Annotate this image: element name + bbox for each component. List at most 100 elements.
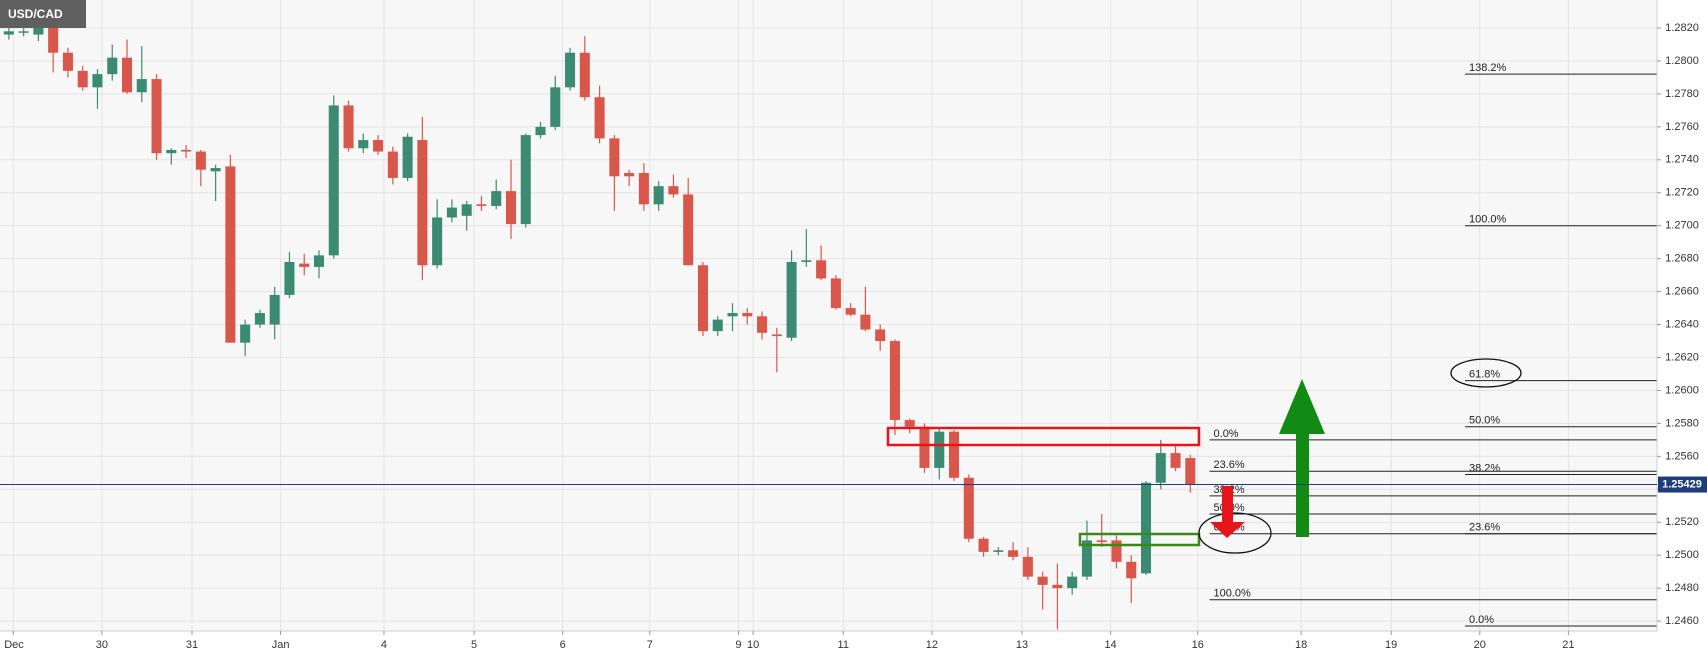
fibonacci-levels: 0.0% 23.6% 38.2% 50.0% 61.8% 100.0% 138.2% 100.… bbox=[1209, 62, 1657, 627]
up-arrow-shaft bbox=[1296, 434, 1309, 537]
candle-body bbox=[48, 19, 59, 53]
x-tick-label: 18 bbox=[1295, 639, 1307, 651]
candle-body bbox=[284, 261, 295, 295]
y-tick-label: 1.2600 bbox=[1665, 384, 1699, 396]
candle-body bbox=[579, 52, 590, 98]
annotations bbox=[886, 358, 1522, 554]
down-arrow-shaft bbox=[1222, 486, 1233, 522]
candle-body bbox=[934, 431, 945, 468]
candle-body bbox=[535, 126, 546, 136]
x-tick-label: 21 bbox=[1562, 639, 1574, 651]
candle-body bbox=[1096, 540, 1107, 543]
y-tick-label: 1.2460 bbox=[1665, 615, 1699, 627]
y-tick-label: 1.2720 bbox=[1665, 187, 1699, 199]
candle-body bbox=[1022, 556, 1033, 577]
candle-body bbox=[505, 191, 517, 225]
y-tick-label: 1.2480 bbox=[1665, 582, 1699, 594]
candle-body bbox=[107, 57, 118, 75]
circle-marker bbox=[1198, 512, 1272, 554]
candle-body bbox=[875, 329, 886, 342]
candle-body bbox=[1037, 576, 1048, 585]
fib-label: 0.0% bbox=[1214, 428, 1239, 440]
candle-body bbox=[1111, 540, 1122, 562]
candle-body bbox=[550, 87, 561, 127]
x-tick-label: 10 bbox=[747, 639, 759, 651]
candle-body bbox=[432, 217, 443, 266]
candle-body bbox=[195, 151, 206, 170]
y-tick-label: 1.2520 bbox=[1665, 516, 1699, 528]
candle-body bbox=[1185, 458, 1196, 485]
candle-body bbox=[92, 74, 103, 88]
candle-body bbox=[757, 316, 768, 333]
candle-body bbox=[860, 314, 871, 330]
candle-body bbox=[3, 31, 14, 35]
candle-body bbox=[624, 172, 635, 177]
y-tick-label: 1.2640 bbox=[1665, 318, 1699, 330]
candle-body bbox=[461, 204, 472, 216]
candle-body bbox=[727, 313, 738, 317]
candle-body bbox=[269, 294, 280, 325]
y-tick-label: 1.2620 bbox=[1665, 351, 1699, 363]
fib-label: 138.2% bbox=[1469, 62, 1507, 74]
y-tick-label: 1.2580 bbox=[1665, 417, 1699, 429]
x-tick-label: 19 bbox=[1385, 639, 1397, 651]
candle-body bbox=[638, 172, 649, 205]
candle-body bbox=[1155, 453, 1166, 483]
candle-body bbox=[919, 426, 930, 468]
candle-body bbox=[845, 308, 856, 315]
x-tick-label: 16 bbox=[1192, 639, 1204, 651]
candle-body bbox=[830, 278, 841, 309]
candle-body bbox=[1067, 576, 1078, 589]
fib-label: 100.0% bbox=[1469, 214, 1507, 226]
candle-body bbox=[121, 57, 133, 93]
candle-body bbox=[949, 431, 960, 478]
y-tick-label: 1.2780 bbox=[1665, 88, 1699, 100]
candle-body bbox=[742, 313, 753, 317]
candle-body bbox=[328, 105, 339, 256]
candle-body bbox=[1081, 540, 1092, 577]
candle-body bbox=[801, 260, 812, 262]
candle-body bbox=[313, 255, 325, 267]
candle-body bbox=[786, 261, 797, 338]
x-tick-label: 6 bbox=[560, 639, 566, 651]
candle-body bbox=[417, 140, 428, 266]
fib-label: 23.6% bbox=[1214, 459, 1245, 471]
circle-marker bbox=[1450, 358, 1522, 388]
candle-body bbox=[166, 149, 177, 154]
fib-label: 61.8% bbox=[1469, 368, 1500, 380]
symbol-badge bbox=[0, 0, 86, 28]
candle-body bbox=[18, 31, 29, 33]
candle-body bbox=[491, 191, 502, 206]
y-tick-label: 1.2760 bbox=[1665, 121, 1699, 133]
x-tick-label: 12 bbox=[926, 639, 938, 651]
candle-body bbox=[653, 186, 664, 205]
y-tick-label: 1.2560 bbox=[1665, 450, 1699, 462]
x-tick-label: 4 bbox=[381, 639, 387, 651]
candle-body bbox=[225, 166, 236, 343]
candle-body bbox=[1126, 561, 1137, 579]
y-tick-label: 1.2800 bbox=[1665, 55, 1699, 67]
resistance-box bbox=[886, 426, 1201, 447]
down-arrow-head bbox=[1210, 522, 1245, 538]
axes: 1.24601.24801.25001.25201.25401.25601.25… bbox=[0, 22, 1707, 651]
candle-body bbox=[181, 149, 192, 152]
candle-body bbox=[1008, 550, 1019, 557]
candle-body bbox=[402, 136, 413, 178]
candle-body bbox=[712, 319, 723, 332]
y-tick-label: 1.2740 bbox=[1665, 154, 1699, 166]
grid bbox=[0, 0, 1657, 631]
candle-body bbox=[978, 538, 989, 552]
candle-body bbox=[446, 207, 457, 218]
candle-body bbox=[771, 334, 782, 337]
y-tick-label: 1.2660 bbox=[1665, 286, 1699, 298]
candle-body bbox=[299, 263, 310, 267]
candle-body bbox=[62, 52, 73, 71]
candle-body bbox=[993, 550, 1004, 552]
candle-body bbox=[1170, 453, 1181, 468]
candle-body bbox=[210, 168, 221, 172]
x-tick-label: Dec bbox=[4, 639, 24, 651]
y-tick-label: 1.2820 bbox=[1665, 22, 1699, 34]
candle-body bbox=[343, 105, 354, 149]
symbol: USD/CAD bbox=[8, 7, 63, 21]
